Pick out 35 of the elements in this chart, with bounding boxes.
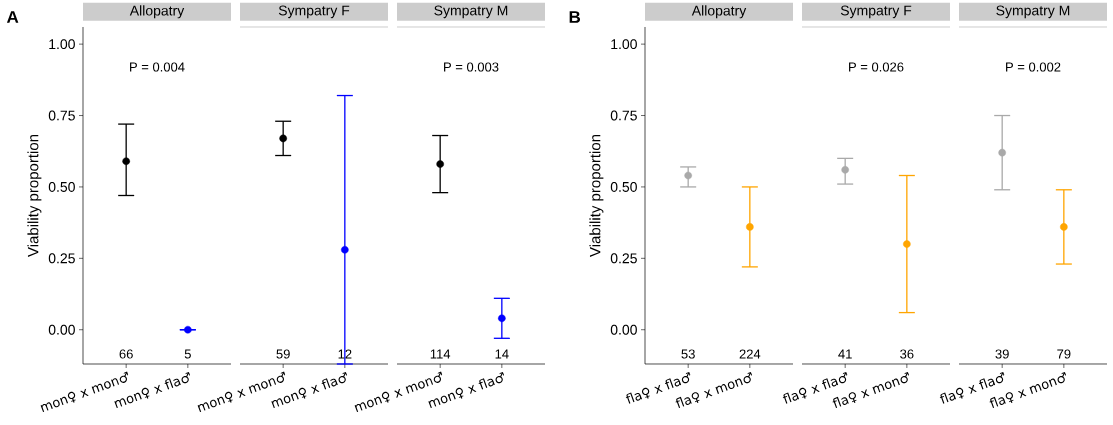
y-tick-label: 0.50 xyxy=(610,181,637,192)
annotation: 39 xyxy=(995,349,1009,359)
annotation: 14 xyxy=(495,349,509,359)
annotation: 59 xyxy=(276,349,290,359)
annotation: 5 xyxy=(184,349,191,359)
annotation: P = 0.026 xyxy=(849,62,904,72)
chart-title: Sympatry M xyxy=(434,5,508,19)
y-axis-title: Viability proportion xyxy=(27,134,42,257)
chart-title: Sympatry F xyxy=(278,5,350,19)
y-tick-label: 0.00 xyxy=(610,324,637,335)
annotation: 79 xyxy=(1057,349,1071,359)
chart-title: Allopatry xyxy=(129,5,185,19)
annotation: P = 0.003 xyxy=(444,62,499,72)
annotation: 114 xyxy=(430,349,451,359)
y-tick-label: 0.25 xyxy=(610,253,637,264)
y-tick-label: 0.75 xyxy=(48,110,75,121)
y-tick-label: 0.00 xyxy=(48,324,75,335)
annotation: 36 xyxy=(900,349,914,359)
y-tick-label: 0.50 xyxy=(48,181,75,192)
y-axis-title: Viability proportion xyxy=(589,134,604,257)
y-tick-label: 0.25 xyxy=(48,253,75,264)
chart-title: Sympatry F xyxy=(840,5,912,19)
annotation: 224 xyxy=(739,349,761,359)
annotation: P = 0.004 xyxy=(130,62,185,72)
annotation: 66 xyxy=(119,349,133,359)
y-tick-label: 1.00 xyxy=(49,39,75,50)
text: B xyxy=(569,11,581,23)
annotation: P = 0.002 xyxy=(1006,62,1061,72)
chart-title: Sympatry M xyxy=(996,5,1070,19)
annotation: 41 xyxy=(838,349,852,359)
chart-title: Allopatry xyxy=(691,5,747,19)
annotation: 53 xyxy=(681,349,695,359)
text: A xyxy=(6,11,19,23)
y-tick-label: 1.00 xyxy=(611,39,637,50)
y-tick-label: 0.75 xyxy=(610,110,637,121)
